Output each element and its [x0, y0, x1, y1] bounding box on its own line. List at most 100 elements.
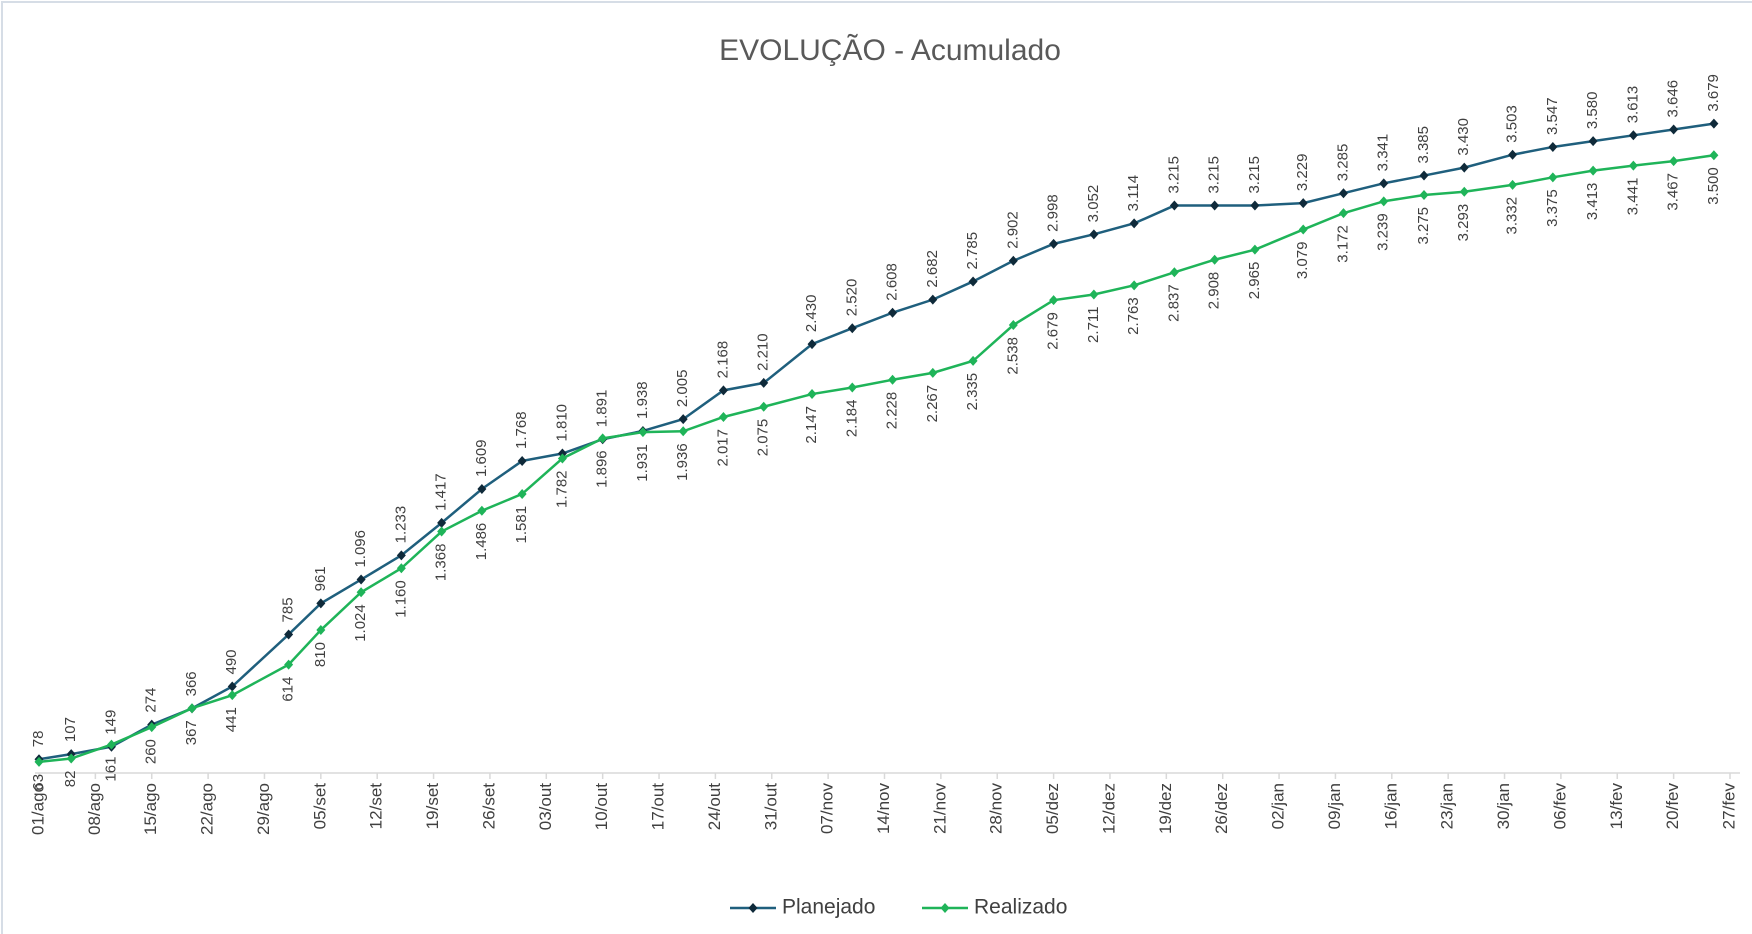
point-marker [1089, 229, 1099, 240]
data-label: 2.184 [843, 400, 860, 438]
data-label: 2.147 [803, 406, 820, 444]
point-marker [718, 385, 728, 396]
point-marker [1508, 179, 1518, 190]
point-marker [1250, 200, 1260, 211]
point-marker [968, 355, 978, 366]
data-label: 2.075 [755, 419, 772, 457]
x-tick-label: 05/set [310, 783, 329, 830]
x-tick-label: 12/dez [1099, 783, 1118, 834]
data-label: 3.547 [1544, 97, 1561, 135]
x-tick-label: 12/set [367, 783, 386, 830]
x-tick-label: 23/jan [1438, 783, 1457, 829]
data-label: 785 [280, 597, 297, 622]
data-label: 810 [312, 642, 329, 667]
data-label: 3.467 [1665, 173, 1682, 211]
point-marker [1669, 124, 1679, 135]
x-tick-label: 24/out [705, 783, 724, 831]
data-label: 3.079 [1294, 242, 1311, 280]
data-label: 2.965 [1246, 262, 1263, 300]
series-line [38, 122, 1715, 761]
data-label: 3.215 [1246, 156, 1263, 194]
data-label: 2.763 [1125, 297, 1142, 335]
data-label: 2.335 [964, 373, 981, 411]
data-label: 3.679 [1705, 74, 1722, 112]
x-tick-label: 17/out [649, 783, 668, 831]
point-marker [284, 629, 294, 640]
point-marker [106, 739, 116, 750]
point-marker [147, 722, 157, 733]
x-tick-label: 15/ago [141, 783, 160, 835]
x-tick-label: 16/jan [1381, 783, 1400, 829]
data-label: 3.275 [1415, 207, 1432, 245]
data-label: 1.581 [513, 506, 530, 544]
point-marker [1459, 162, 1469, 173]
point-marker [1379, 196, 1389, 207]
data-label: 3.332 [1504, 197, 1521, 235]
point-marker [437, 517, 447, 528]
data-label: 63 [30, 774, 47, 791]
x-tick-label: 29/ago [254, 783, 273, 835]
point-marker [1250, 244, 1260, 255]
data-label: 2.682 [924, 250, 941, 288]
data-label: 3.385 [1415, 126, 1432, 164]
point-marker [678, 414, 688, 425]
data-label: 1.782 [553, 470, 570, 508]
data-label: 1.486 [473, 523, 490, 561]
x-tick-label: 22/ago [198, 783, 217, 835]
point-marker [968, 276, 978, 287]
point-marker [638, 427, 648, 438]
point-marker [1669, 156, 1679, 167]
point-marker [598, 433, 608, 444]
data-label: 2.228 [884, 392, 901, 430]
data-label: 3.503 [1504, 105, 1521, 143]
data-label: 2.430 [803, 295, 820, 333]
x-tick-label: 01/ago [28, 783, 47, 835]
point-marker [1548, 141, 1558, 152]
x-tick-label: 27/fev [1719, 783, 1738, 830]
point-marker [1709, 118, 1719, 129]
data-label: 614 [280, 677, 297, 702]
point-marker [517, 455, 527, 466]
data-label: 1.233 [392, 506, 409, 544]
x-tick-label: 21/nov [930, 783, 949, 835]
data-label: 3.215 [1206, 156, 1223, 194]
data-label: 161 [102, 757, 119, 782]
data-label: 3.413 [1584, 183, 1601, 221]
x-tick-label: 31/out [761, 783, 780, 831]
point-marker [1709, 150, 1719, 161]
x-tick-label: 02/jan [1269, 783, 1288, 829]
point-marker [1210, 200, 1220, 211]
x-tick-label: 19/set [423, 783, 442, 830]
point-marker [1459, 186, 1469, 197]
legend-marker [748, 903, 758, 913]
data-label: 2.837 [1165, 284, 1182, 322]
x-tick-label: 09/jan [1325, 783, 1344, 829]
x-tick-label: 10/out [592, 783, 611, 831]
data-label: 2.908 [1206, 272, 1223, 310]
data-label: 149 [102, 710, 119, 735]
data-label: 2.785 [964, 232, 981, 270]
point-marker [807, 389, 817, 400]
point-marker [477, 484, 487, 495]
data-label: 2.998 [1045, 194, 1062, 232]
data-label: 1.936 [674, 443, 691, 481]
point-marker [1089, 289, 1099, 300]
data-label: 3.613 [1624, 86, 1641, 124]
data-label: 3.375 [1544, 189, 1561, 227]
point-marker [356, 574, 366, 585]
data-label: 3.114 [1125, 175, 1142, 211]
point-marker [227, 690, 237, 701]
x-tick-label: 20/fev [1663, 783, 1682, 830]
point-marker [284, 659, 294, 670]
legend-label: Planejado [782, 896, 875, 919]
data-label: 1.368 [433, 544, 450, 582]
data-label: 2.902 [1004, 211, 1021, 249]
point-marker [1628, 130, 1638, 141]
point-marker [517, 488, 527, 499]
point-marker [1298, 198, 1308, 209]
point-marker [1628, 160, 1638, 171]
point-marker [66, 753, 76, 764]
data-label: 3.172 [1334, 225, 1351, 263]
